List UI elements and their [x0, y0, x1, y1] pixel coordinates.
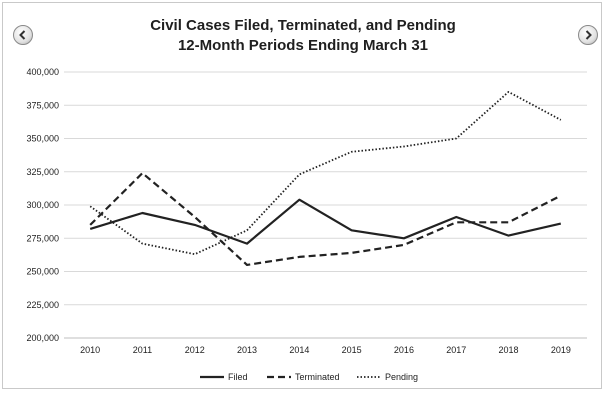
x-tick-label: 2014 [289, 345, 309, 355]
previous-button[interactable] [13, 25, 33, 45]
x-tick-label: 2015 [342, 345, 362, 355]
chart-frame [2, 2, 602, 389]
y-tick-label: 250,000 [26, 267, 59, 277]
chart-title: Civil Cases Filed, Terminated, and Pendi… [150, 17, 456, 34]
series-line-filed [89, 198, 562, 245]
y-tick-label: 325,000 [26, 167, 59, 177]
x-tick-label: 2010 [80, 345, 100, 355]
y-tick-label: 400,000 [26, 67, 59, 77]
chart-subtitle: 12-Month Periods Ending March 31 [177, 37, 429, 54]
next-button[interactable] [578, 25, 598, 45]
series-line-pending [89, 91, 562, 256]
legend-label-terminated: Terminated [295, 372, 340, 382]
y-tick-label: 375,000 [26, 100, 59, 110]
x-tick-label: 2011 [133, 345, 152, 355]
y-tick-label: 275,000 [26, 233, 59, 243]
x-tick-label: 2018 [499, 345, 519, 355]
y-tick-label: 300,000 [26, 200, 59, 210]
y-tick-label: 225,000 [26, 300, 59, 310]
x-tick-label: 2013 [237, 345, 257, 355]
legend-label-filed: Filed [228, 372, 248, 382]
x-tick-label: 2019 [551, 345, 571, 355]
y-tick-label: 200,000 [26, 333, 59, 343]
x-tick-label: 2017 [446, 345, 466, 355]
series-line-terminated [89, 172, 562, 266]
x-tick-label: 2016 [394, 345, 414, 355]
legend-label-pending: Pending [385, 372, 418, 382]
x-tick-label: 2012 [185, 345, 205, 355]
y-tick-label: 350,000 [26, 134, 59, 144]
